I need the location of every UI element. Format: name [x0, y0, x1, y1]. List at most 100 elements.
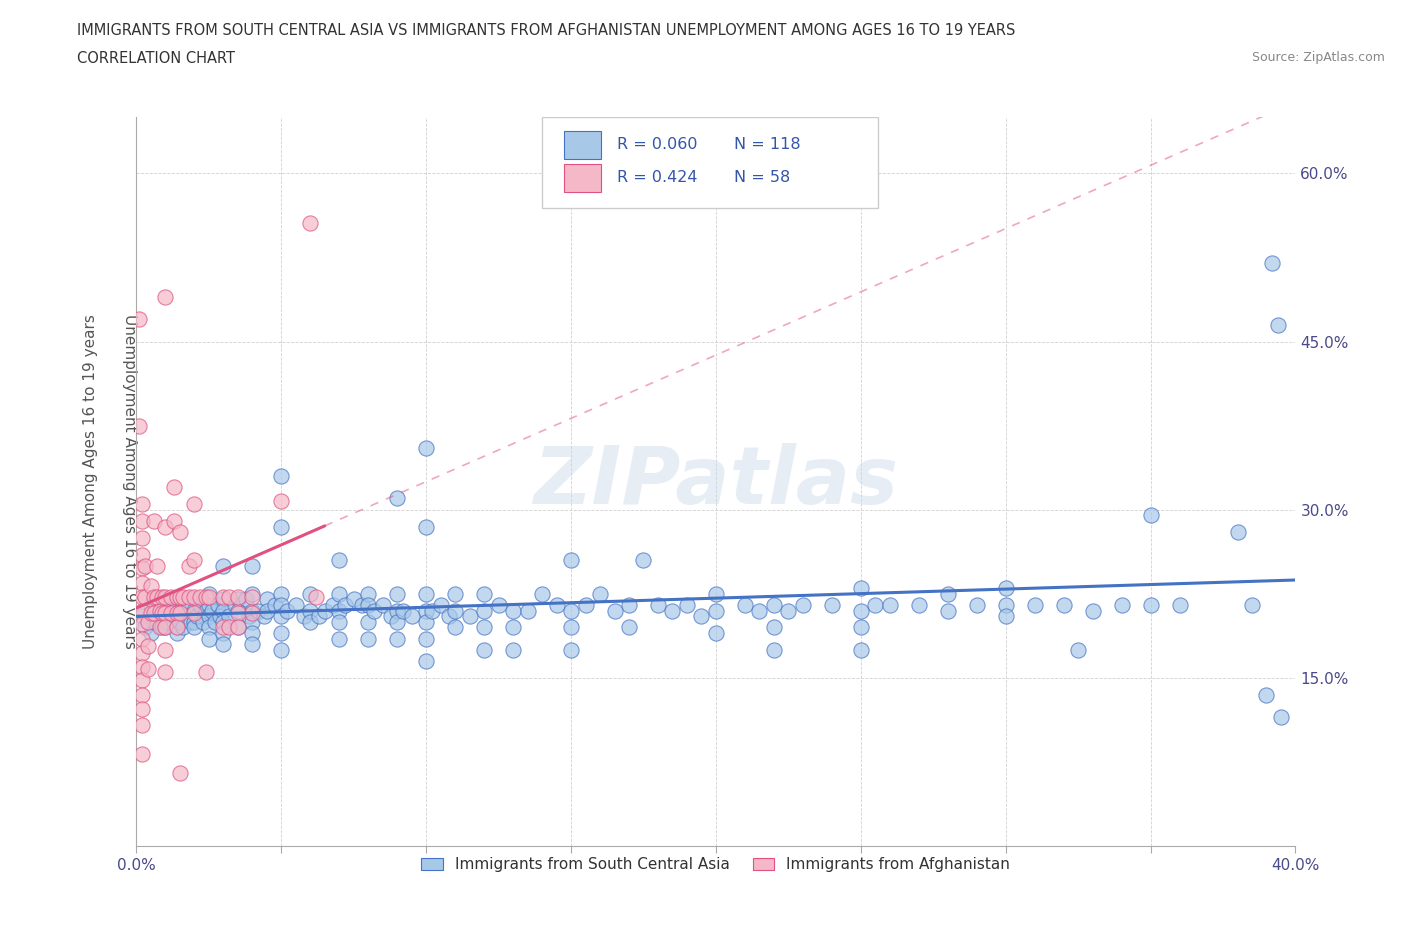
- Point: [502, 643, 524, 658]
- Point: [385, 586, 408, 601]
- Point: [131, 590, 153, 604]
- Point: [131, 530, 153, 545]
- Point: [194, 604, 217, 618]
- Point: [183, 590, 205, 604]
- Y-axis label: Unemployment Among Ages 16 to 19 years: Unemployment Among Ages 16 to 19 years: [122, 314, 138, 649]
- Point: [762, 598, 785, 613]
- Point: [560, 643, 582, 658]
- Point: [177, 590, 200, 604]
- Point: [704, 586, 727, 601]
- Point: [589, 586, 612, 601]
- Point: [240, 615, 263, 630]
- Point: [148, 620, 170, 635]
- Point: [1139, 598, 1161, 613]
- Point: [131, 718, 153, 733]
- Point: [155, 620, 177, 635]
- Point: [574, 598, 596, 613]
- Point: [1270, 710, 1292, 724]
- Point: [357, 586, 380, 601]
- Point: [270, 519, 292, 534]
- Point: [131, 702, 153, 717]
- Point: [177, 558, 200, 573]
- Point: [163, 604, 186, 618]
- Point: [131, 575, 153, 590]
- Point: [131, 659, 153, 674]
- Point: [131, 617, 153, 631]
- Point: [328, 631, 350, 646]
- Point: [966, 598, 988, 613]
- Point: [247, 604, 270, 618]
- Point: [240, 586, 263, 601]
- Point: [778, 604, 800, 618]
- Point: [676, 598, 699, 613]
- Point: [333, 598, 356, 613]
- Point: [131, 687, 153, 702]
- Point: [603, 604, 626, 618]
- Point: [131, 672, 153, 687]
- Point: [305, 590, 328, 604]
- Point: [357, 598, 380, 613]
- Point: [131, 747, 153, 762]
- Point: [1053, 598, 1076, 613]
- Point: [160, 590, 183, 604]
- Point: [1261, 256, 1284, 271]
- Point: [218, 609, 240, 624]
- Point: [385, 604, 408, 618]
- Point: [212, 592, 235, 607]
- Point: [849, 643, 872, 658]
- Point: [472, 604, 495, 618]
- Point: [172, 620, 194, 635]
- Point: [152, 620, 174, 635]
- FancyBboxPatch shape: [543, 117, 879, 208]
- Point: [166, 620, 188, 635]
- Point: [131, 561, 153, 576]
- Point: [865, 598, 887, 613]
- Point: [488, 598, 510, 613]
- Point: [131, 513, 153, 528]
- Point: [647, 598, 669, 613]
- Point: [169, 525, 191, 539]
- Point: [152, 590, 174, 604]
- Point: [226, 590, 249, 604]
- Point: [139, 626, 162, 641]
- Point: [299, 604, 322, 618]
- Legend: Immigrants from South Central Asia, Immigrants from Afghanistan: Immigrants from South Central Asia, Immi…: [415, 851, 1017, 879]
- Point: [1111, 598, 1133, 613]
- Point: [385, 615, 408, 630]
- Point: [458, 609, 481, 624]
- Point: [907, 598, 929, 613]
- Point: [328, 604, 350, 618]
- Point: [1139, 508, 1161, 523]
- Point: [194, 590, 217, 604]
- Point: [502, 620, 524, 635]
- Point: [849, 620, 872, 635]
- Point: [352, 598, 374, 613]
- Point: [240, 605, 263, 620]
- Point: [177, 598, 200, 613]
- Point: [128, 418, 150, 433]
- Point: [415, 519, 437, 534]
- Point: [183, 605, 205, 620]
- Point: [240, 626, 263, 641]
- Point: [188, 590, 211, 604]
- Point: [704, 626, 727, 641]
- Point: [163, 480, 186, 495]
- Point: [183, 592, 205, 607]
- Point: [661, 604, 683, 618]
- Point: [201, 604, 224, 618]
- Point: [240, 558, 263, 573]
- Point: [472, 643, 495, 658]
- Text: Unemployment Among Ages 16 to 19 years: Unemployment Among Ages 16 to 19 years: [83, 314, 97, 649]
- Point: [209, 609, 232, 624]
- Point: [212, 620, 235, 635]
- Point: [690, 609, 713, 624]
- Point: [415, 631, 437, 646]
- Point: [134, 558, 156, 573]
- Point: [472, 620, 495, 635]
- Text: IMMIGRANTS FROM SOUTH CENTRAL ASIA VS IMMIGRANTS FROM AFGHANISTAN UNEMPLOYMENT A: IMMIGRANTS FROM SOUTH CENTRAL ASIA VS IM…: [77, 23, 1015, 38]
- Text: N = 118: N = 118: [734, 138, 801, 153]
- Point: [994, 609, 1017, 624]
- Point: [226, 592, 249, 607]
- Point: [415, 654, 437, 669]
- Point: [194, 665, 217, 680]
